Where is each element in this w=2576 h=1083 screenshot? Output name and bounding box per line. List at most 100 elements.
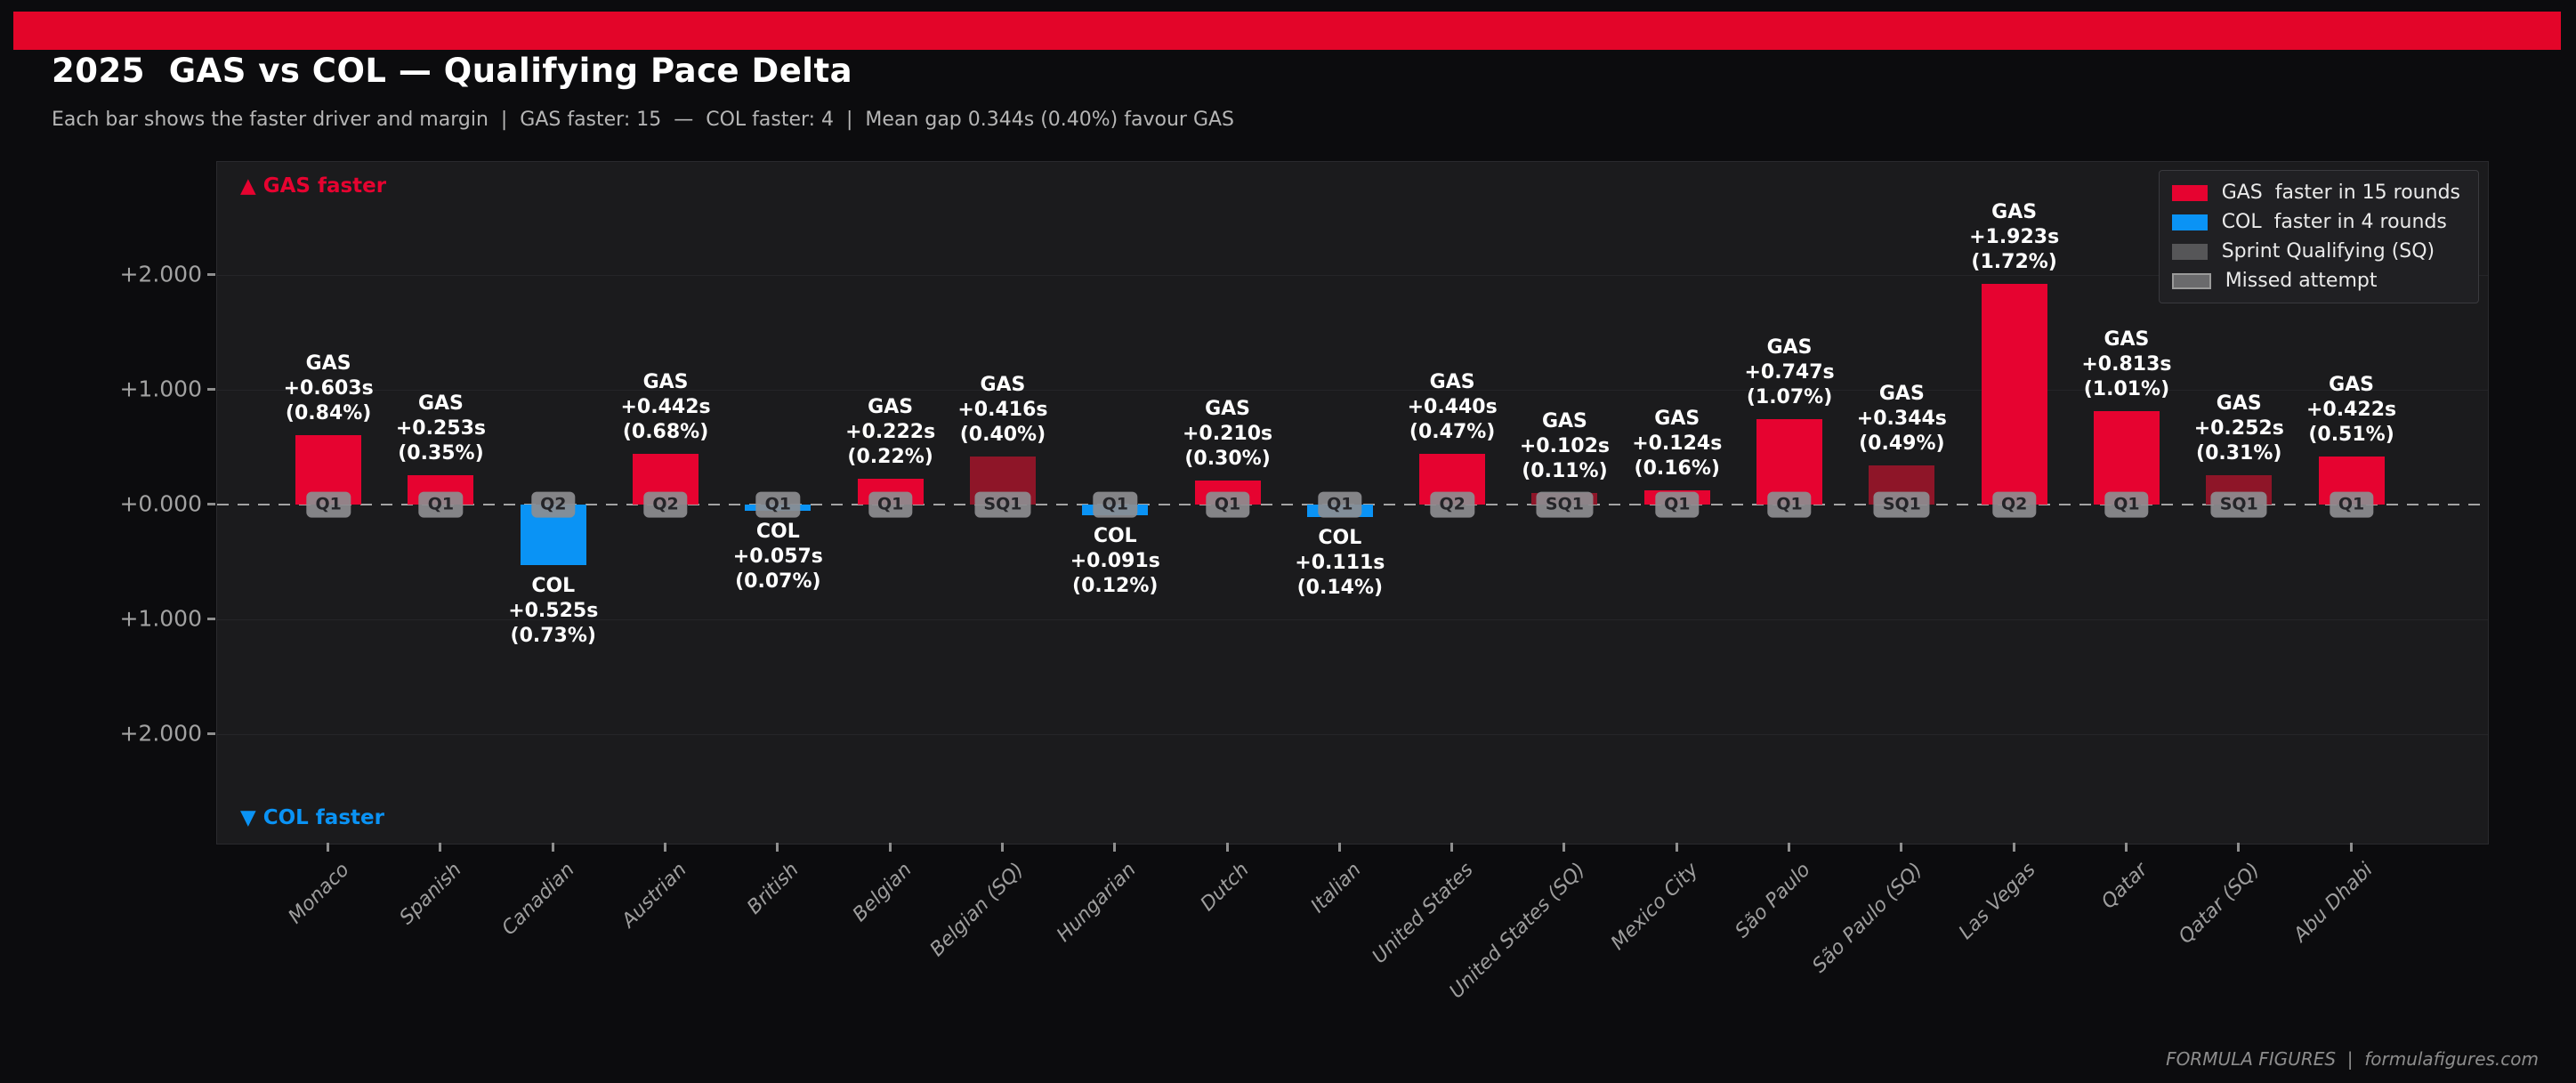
footer-credit: FORMULA FIGURES | formulafigures.com xyxy=(2166,1048,2539,1070)
gridline xyxy=(217,275,2488,276)
bar-value-line: GAS xyxy=(417,392,464,415)
legend-item: COL faster in 4 rounds xyxy=(2171,211,2460,233)
bar-value-line: (0.07%) xyxy=(735,570,821,593)
bar-value-line: COL xyxy=(1093,525,1137,547)
bar-value-label: COL +0.111s (0.14%) xyxy=(1238,526,1442,601)
session-badge: Q2 xyxy=(1430,491,1474,518)
legend-item: Missed attempt xyxy=(2171,270,2460,292)
bar-qatar xyxy=(2093,411,2160,505)
bar-value-line: GAS xyxy=(980,374,1026,396)
x-axis-tick xyxy=(1675,843,1678,852)
bar-value-line: (0.35%) xyxy=(398,442,484,465)
legend-swatch-gas xyxy=(2171,184,2208,201)
chart-title: 2025 GAS vs COL — Qualifying Pace Delta xyxy=(52,52,853,90)
bar-value-line: (1.01%) xyxy=(2083,378,2170,400)
x-axis-tick xyxy=(1563,843,1566,852)
x-axis-label: Hungarian xyxy=(1053,859,1141,947)
session-badge: Q1 xyxy=(2329,491,2374,518)
bar-value-line: (0.68%) xyxy=(622,421,709,443)
bar-value-line: COL xyxy=(755,521,800,543)
session-badge: Q1 xyxy=(1093,491,1137,518)
session-badge: Q2 xyxy=(1991,491,2037,518)
gridline xyxy=(217,390,2488,391)
bar-value-line: +0.440s xyxy=(1407,396,1498,418)
bar-value-line: (0.22%) xyxy=(847,446,933,468)
x-axis-tick xyxy=(888,843,892,852)
x-axis-tick xyxy=(327,843,330,852)
bar-value-line: +0.124s xyxy=(1632,432,1723,455)
bar-value-line: +1.923s xyxy=(1969,226,2060,248)
gas-faster-annotation: ▲ GAS faster xyxy=(240,174,387,198)
bar-value-label: GAS +0.253s (0.35%) xyxy=(338,392,543,466)
bar-value-line: +0.091s xyxy=(1070,550,1160,572)
bar-value-label: GAS +0.344s (0.49%) xyxy=(1799,382,2004,457)
bar-value-line: (0.11%) xyxy=(1522,460,1608,482)
bar-value-line: +0.222s xyxy=(845,421,936,443)
x-axis-label: Canadian xyxy=(497,859,579,941)
bar-sao-paulo xyxy=(1756,419,1823,505)
bar-value-label: GAS +0.252s (0.31%) xyxy=(2136,392,2341,466)
bar-value-line: +0.057s xyxy=(732,546,823,568)
x-axis-tick xyxy=(1225,843,1229,852)
bar-value-label: GAS +0.416s (0.40%) xyxy=(900,373,1105,448)
bar-value-line: COL xyxy=(531,575,576,597)
bar-value-line: GAS xyxy=(1205,398,1251,420)
session-badge: Q2 xyxy=(643,491,688,518)
y-axis-label: +2.000 xyxy=(119,720,202,747)
x-axis-tick xyxy=(439,843,442,852)
bar-value-line: +0.422s xyxy=(2305,399,2397,421)
legend-swatch-sq xyxy=(2171,243,2208,260)
bar-value-line: GAS xyxy=(2104,328,2150,351)
bar-value-label: GAS +0.747s (1.07%) xyxy=(1687,335,1892,410)
plot-area: ▲ GAS faster ▼ COL faster GAS faster in … xyxy=(216,161,2489,845)
bar-value-label: COL +0.525s (0.73%) xyxy=(451,574,656,649)
session-badge: Q1 xyxy=(1318,491,1362,518)
bar-value-label: GAS +0.102s (0.11%) xyxy=(1462,409,1667,484)
x-axis-label: São Paulo xyxy=(1731,859,1815,943)
gridline xyxy=(217,619,2488,620)
gridline xyxy=(217,734,2488,735)
bar-value-line: +0.603s xyxy=(283,377,374,400)
x-axis-tick xyxy=(1113,843,1117,852)
bar-value-line: GAS xyxy=(1429,371,1475,393)
session-badge: Q1 xyxy=(2104,491,2149,518)
bar-value-line: GAS xyxy=(2216,392,2262,415)
bar-value-label: GAS +0.422s (0.51%) xyxy=(2249,373,2454,448)
legend: GAS faster in 15 rounds COL faster in 4 r… xyxy=(2158,170,2479,303)
top-red-banner xyxy=(13,12,2561,50)
legend-item-label: Missed attempt xyxy=(2225,270,2378,292)
x-axis-tick xyxy=(2012,843,2015,852)
x-axis-label: Abu Dhabi xyxy=(2289,859,2378,947)
bar-value-label: GAS +1.923s (1.72%) xyxy=(1912,200,2117,275)
y-axis-label: +1.000 xyxy=(119,376,202,402)
bar-value-line: +0.253s xyxy=(395,417,486,440)
legend-swatch-missed xyxy=(2171,272,2211,289)
bar-value-line: GAS xyxy=(2329,374,2375,396)
bar-value-label: GAS +0.603s (0.84%) xyxy=(226,352,431,426)
bar-value-line: +0.525s xyxy=(508,600,599,622)
y-axis-tick xyxy=(207,618,215,620)
bar-value-label: GAS +0.442s (0.68%) xyxy=(563,370,768,445)
y-axis-tick xyxy=(207,732,215,735)
x-axis-label: Qatar (SQ) xyxy=(2175,859,2265,949)
x-axis-tick xyxy=(664,843,667,852)
x-axis-tick xyxy=(776,843,779,852)
bar-value-line: (0.31%) xyxy=(2196,442,2282,465)
bar-value-line: (0.47%) xyxy=(1409,421,1496,443)
x-axis-label: British xyxy=(743,859,804,919)
y-axis-tick xyxy=(207,273,215,276)
session-badge: Q1 xyxy=(1205,491,1250,518)
x-axis-tick xyxy=(1450,843,1454,852)
bar-value-line: GAS xyxy=(1654,408,1700,430)
bar-value-line: (0.49%) xyxy=(1859,432,1945,455)
chart-subtitle: Each bar shows the faster driver and mar… xyxy=(52,109,1235,131)
x-axis-label: Mexico City xyxy=(1606,859,1703,955)
x-axis-tick xyxy=(551,843,554,852)
bar-value-line: +0.416s xyxy=(957,399,1048,421)
x-axis-tick xyxy=(1788,843,1791,852)
bar-value-line: (0.40%) xyxy=(959,424,1046,446)
x-axis-label: Monaco xyxy=(284,859,354,929)
x-axis-label: Dutch xyxy=(1196,859,1254,917)
x-axis-label: Italian xyxy=(1306,859,1366,917)
x-axis-label: Austrian xyxy=(618,859,691,933)
